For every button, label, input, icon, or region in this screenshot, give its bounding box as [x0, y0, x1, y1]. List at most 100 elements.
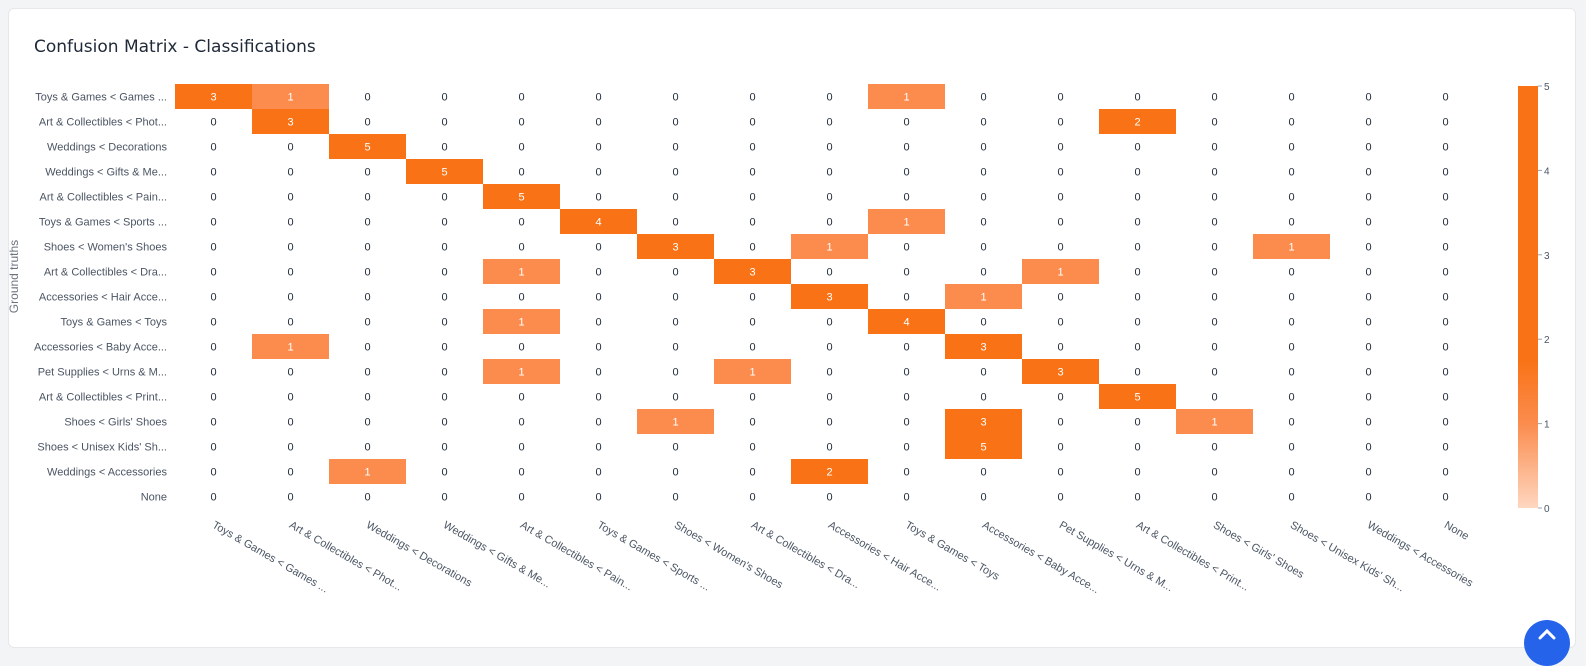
- cell-value-label: 0: [518, 442, 524, 454]
- cell-value-label: 0: [672, 442, 678, 454]
- cell-value-label: 0: [1365, 367, 1371, 379]
- cell-value-label: 0: [980, 192, 986, 204]
- cell-value-label: 0: [1057, 317, 1063, 329]
- heatmap-cell: [329, 134, 406, 159]
- cell-value-label: 0: [826, 342, 832, 354]
- cell-value-label: 0: [672, 192, 678, 204]
- cell-value-label: 0: [903, 242, 909, 254]
- heatmap-cell: [791, 434, 868, 459]
- heatmap-cell: [637, 109, 714, 134]
- cell-value-label: 0: [210, 117, 216, 129]
- heatmap-cell: [483, 409, 560, 434]
- cell-value-label: 0: [287, 392, 293, 404]
- cell-value-label: 0: [672, 92, 678, 104]
- heatmap-cell: [1099, 284, 1176, 309]
- heatmap-cell: [1022, 409, 1099, 434]
- cell-value-label: 0: [1365, 117, 1371, 129]
- cell-value-label: 0: [1211, 92, 1217, 104]
- heatmap-cell: [714, 134, 791, 159]
- colorbar: [1518, 86, 1538, 508]
- heatmap-cell: [1022, 359, 1099, 384]
- heatmap-cell: [175, 434, 252, 459]
- colorbar-tick-label: 3: [1544, 251, 1550, 262]
- heatmap-cell: [560, 234, 637, 259]
- cell-value-label: 0: [364, 392, 370, 404]
- heatmap-cell: [868, 209, 945, 234]
- heatmap-cell: [791, 409, 868, 434]
- cell-value-label: 0: [826, 367, 832, 379]
- cell-value-label: 0: [1134, 417, 1140, 429]
- row-tick-label: Art & Collectibles < Dra...: [44, 267, 167, 279]
- cell-value-label: 0: [441, 467, 447, 479]
- cell-value-label: 0: [595, 292, 601, 304]
- row-tick-label: Toys & Games < Toys: [61, 317, 168, 329]
- help-button[interactable]: [1524, 620, 1570, 666]
- cell-value-label: 0: [672, 117, 678, 129]
- heatmap-cell: [406, 159, 483, 184]
- cell-value-label: 1: [364, 467, 370, 479]
- heatmap-cell: [175, 109, 252, 134]
- cell-value-label: 0: [441, 117, 447, 129]
- heatmap-cell: [1253, 434, 1330, 459]
- heatmap-cell: [1176, 159, 1253, 184]
- cell-value-label: 0: [441, 92, 447, 104]
- heatmap-cell: [714, 359, 791, 384]
- cell-value-label: 0: [749, 167, 755, 179]
- cell-value-label: 0: [287, 367, 293, 379]
- heatmap-cell: [1330, 434, 1407, 459]
- cell-value-label: 0: [518, 467, 524, 479]
- cell-value-label: 0: [672, 217, 678, 229]
- heatmap-cell: [329, 109, 406, 134]
- cell-value-label: 1: [672, 417, 678, 429]
- cell-value-label: 5: [1134, 392, 1140, 404]
- heatmap-cell: [637, 309, 714, 334]
- heatmap-cell: [868, 159, 945, 184]
- heatmap-cell: [252, 209, 329, 234]
- heatmap-cell: [560, 209, 637, 234]
- heatmap-cell: [406, 434, 483, 459]
- cell-value-label: 0: [518, 142, 524, 154]
- heatmap-cell: [1099, 459, 1176, 484]
- colorbar-tick-label: 0: [1544, 504, 1550, 515]
- cell-value-label: 0: [1288, 442, 1294, 454]
- cell-value-label: 0: [364, 267, 370, 279]
- cell-value-label: 0: [749, 492, 755, 504]
- cell-value-label: 0: [749, 442, 755, 454]
- heatmap-cell: [868, 359, 945, 384]
- cell-value-label: 5: [518, 192, 524, 204]
- heatmap-cell: [945, 284, 1022, 309]
- cell-value-label: 3: [1057, 367, 1063, 379]
- cell-value-label: 0: [672, 342, 678, 354]
- cell-value-label: 0: [903, 492, 909, 504]
- heatmap-cell: [483, 309, 560, 334]
- cell-value-label: 0: [595, 342, 601, 354]
- heatmap-cell: [1407, 484, 1484, 509]
- cell-value-label: 0: [1211, 342, 1217, 354]
- heatmap-cell: [560, 409, 637, 434]
- row-tick-label: Toys & Games < Games ...: [35, 92, 167, 104]
- heatmap-cell: [1407, 234, 1484, 259]
- heatmap-cell: [1253, 134, 1330, 159]
- heatmap-cell: [791, 334, 868, 359]
- heatmap-cell: [406, 109, 483, 134]
- cell-value-label: 0: [1365, 142, 1371, 154]
- cell-value-label: 0: [441, 442, 447, 454]
- cell-value-label: 0: [210, 242, 216, 254]
- heatmap-cell: [637, 184, 714, 209]
- cell-value-label: 0: [980, 467, 986, 479]
- heatmap-cell: [560, 84, 637, 109]
- chevron-up-icon: [1538, 628, 1556, 640]
- cell-value-label: 0: [1211, 192, 1217, 204]
- heatmap-cell: [329, 234, 406, 259]
- heatmap-cell: [1022, 284, 1099, 309]
- cell-value-label: 0: [1134, 292, 1140, 304]
- cell-value-label: 1: [1211, 417, 1217, 429]
- cell-value-label: 0: [1134, 267, 1140, 279]
- heatmap-cell: [1099, 234, 1176, 259]
- cell-value-label: 4: [595, 217, 601, 229]
- cell-value-label: 1: [749, 367, 755, 379]
- cell-value-label: 5: [441, 167, 447, 179]
- cell-value-label: 0: [980, 167, 986, 179]
- heatmap-cell: [1253, 184, 1330, 209]
- heatmap-cell: [714, 434, 791, 459]
